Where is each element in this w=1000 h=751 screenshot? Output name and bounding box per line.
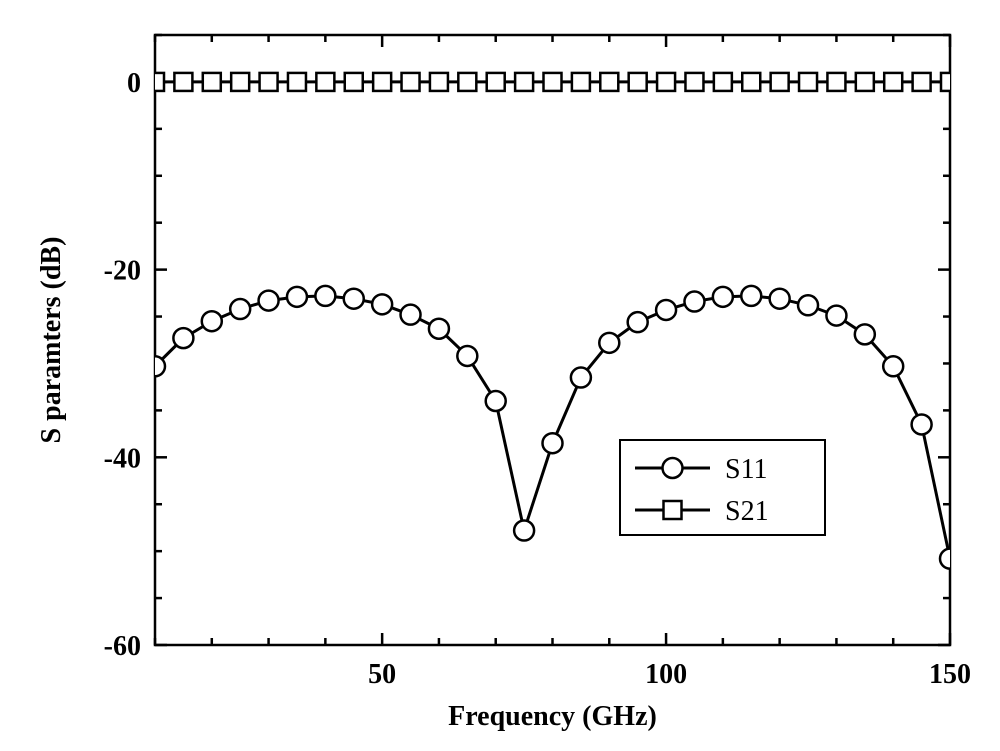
legend: S11S21 — [620, 440, 825, 535]
marker-square — [458, 73, 476, 91]
y-tick-label: -20 — [104, 256, 141, 287]
marker-circle — [883, 356, 903, 376]
marker-square — [685, 73, 703, 91]
marker-square — [714, 73, 732, 91]
marker-square — [260, 73, 278, 91]
series-s21 — [146, 73, 959, 91]
marker-circle — [543, 433, 563, 453]
marker-circle — [315, 286, 335, 306]
legend-box — [620, 440, 825, 535]
marker-square — [316, 73, 334, 91]
marker-square — [430, 73, 448, 91]
x-tick-label: 150 — [929, 659, 971, 690]
marker-square — [913, 73, 931, 91]
marker-circle — [259, 291, 279, 311]
marker-circle — [713, 287, 733, 307]
marker-circle — [457, 346, 477, 366]
marker-square — [288, 73, 306, 91]
marker-square — [600, 73, 618, 91]
marker-square — [742, 73, 760, 91]
marker-square — [345, 73, 363, 91]
marker-circle — [401, 305, 421, 325]
marker-circle — [202, 311, 222, 331]
marker-square — [231, 73, 249, 91]
marker-circle — [826, 306, 846, 326]
marker-square — [487, 73, 505, 91]
marker-square — [544, 73, 562, 91]
marker-circle — [230, 299, 250, 319]
marker-circle — [599, 333, 619, 353]
marker-circle — [628, 312, 648, 332]
legend-marker-square — [664, 501, 682, 519]
marker-square — [203, 73, 221, 91]
legend-marker-circle — [663, 458, 683, 478]
x-axis-title: Frequency (GHz) — [448, 701, 657, 732]
marker-square — [884, 73, 902, 91]
legend-label: S21 — [725, 496, 769, 527]
marker-circle — [173, 328, 193, 348]
chart-svg: 50 100 150 -60 -40 -20 0 Frequency (GHz) S param… — [0, 0, 1000, 751]
marker-circle — [372, 294, 392, 314]
marker-square — [629, 73, 647, 91]
marker-circle — [656, 300, 676, 320]
legend-label: S11 — [725, 454, 768, 485]
x-tick-label: 100 — [645, 659, 687, 690]
marker-circle — [855, 324, 875, 344]
marker-square — [402, 73, 420, 91]
marker-circle — [429, 319, 449, 339]
marker-square — [373, 73, 391, 91]
sparam-chart: 50 100 150 -60 -40 -20 0 Frequency (GHz) S param… — [0, 0, 1000, 751]
marker-square — [771, 73, 789, 91]
y-tick-label: -40 — [104, 443, 141, 474]
marker-circle — [912, 414, 932, 434]
chart-background — [0, 0, 1000, 751]
y-tick-label: -60 — [104, 631, 141, 662]
marker-square — [515, 73, 533, 91]
marker-circle — [571, 368, 591, 388]
marker-circle — [741, 286, 761, 306]
y-tick-label: 0 — [127, 68, 141, 99]
marker-square — [657, 73, 675, 91]
marker-square — [799, 73, 817, 91]
marker-square — [174, 73, 192, 91]
x-tick-label: 50 — [368, 659, 396, 690]
marker-circle — [514, 521, 534, 541]
marker-circle — [486, 391, 506, 411]
y-axis-title: S paramters (dB) — [36, 237, 67, 444]
marker-circle — [684, 292, 704, 312]
marker-square — [572, 73, 590, 91]
marker-circle — [344, 289, 364, 309]
marker-square — [856, 73, 874, 91]
marker-circle — [770, 289, 790, 309]
marker-circle — [287, 287, 307, 307]
marker-circle — [798, 295, 818, 315]
marker-square — [827, 73, 845, 91]
